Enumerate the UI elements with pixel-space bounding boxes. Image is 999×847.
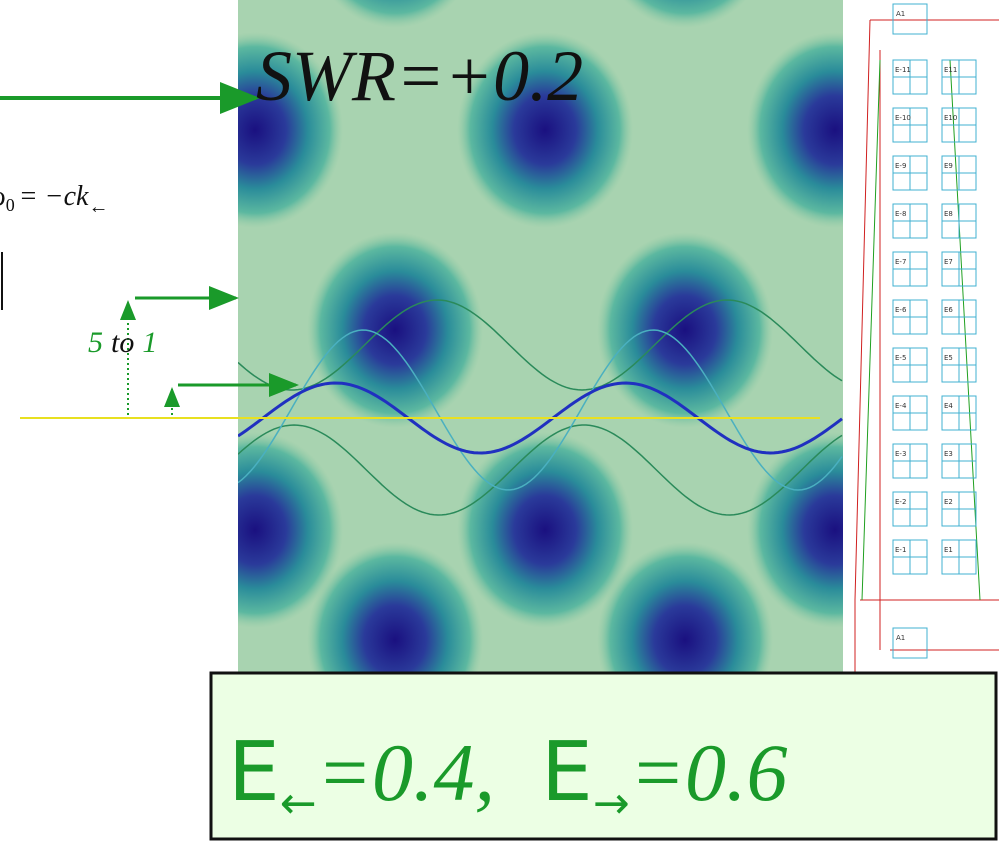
level-label: A1 <box>896 634 905 642</box>
level-label: E-9 <box>895 162 906 170</box>
level-label: E9 <box>944 162 953 170</box>
level-label: E3 <box>944 450 953 458</box>
level-label: E-11 <box>895 66 911 74</box>
level-label: E-3 <box>895 450 906 458</box>
intensity-blob <box>597 232 773 428</box>
level-label: E-7 <box>895 258 906 266</box>
level-label: E2 <box>944 498 953 506</box>
level-label: E-10 <box>895 114 911 122</box>
formula: ω0= −ck← <box>0 181 108 218</box>
level-label: E-6 <box>895 306 907 314</box>
level-label: E1 <box>944 546 953 554</box>
level-label: E11 <box>944 66 957 74</box>
level-label: A1 <box>896 10 905 18</box>
level-label: E6 <box>944 306 953 314</box>
level-label: E-1 <box>895 546 906 554</box>
slide: SWR=+0.2 ω0= −ck← 5to1 A1 E-11 E11 E-10 E10 E… <box>0 0 999 847</box>
level-label: E-4 <box>895 402 907 410</box>
level-label: E7 <box>944 258 953 266</box>
level-label: E10 <box>944 114 957 122</box>
level-diagram: A1 E-11 E11 E-10 E10 E-9 E9 E-8 E8 E-7 E7 E-6 E6 E-5 E… <box>850 0 999 672</box>
level-label: E5 <box>944 354 953 362</box>
level-label: E4 <box>944 402 953 410</box>
level-label: E8 <box>944 210 953 218</box>
swr-title: SWR=+0.2 <box>256 36 583 116</box>
level-label: E-5 <box>895 354 906 362</box>
level-label: E-8 <box>895 210 906 218</box>
level-label: E-2 <box>895 498 906 506</box>
intensity-blob <box>307 232 483 428</box>
